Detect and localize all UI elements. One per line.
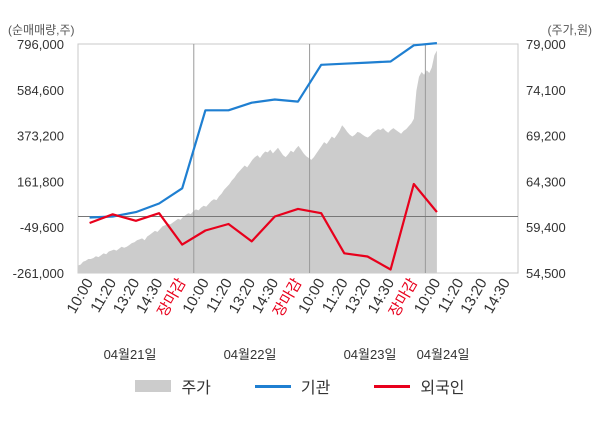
right-tick-label: 54,500 xyxy=(526,266,566,281)
legend-item-institution: 기관 xyxy=(254,374,331,398)
legend-swatch-foreign xyxy=(374,384,411,388)
left-tick-label: -261,000 xyxy=(13,266,64,281)
legend-label-price: 주가 xyxy=(181,380,211,397)
right-tick-label: 79,000 xyxy=(526,37,566,52)
date-label: 04월21일 xyxy=(104,347,157,362)
right-tick-label: 69,200 xyxy=(526,129,566,144)
right-tick-label: 74,100 xyxy=(526,83,566,98)
right-tick-label: 64,300 xyxy=(526,174,566,189)
legend-label-institution: 기관 xyxy=(300,380,331,397)
legend-swatch-institution xyxy=(254,384,291,388)
left-tick-label: 796,000 xyxy=(17,37,64,52)
left-tick-label: 161,800 xyxy=(17,174,64,189)
legend-item-foreign: 외국인 xyxy=(374,374,465,398)
date-label: 04월23일 xyxy=(344,347,397,362)
legend-swatch-price xyxy=(135,380,172,392)
left-tick-label: 373,200 xyxy=(17,129,64,144)
legend: 주가 기관 외국인 xyxy=(0,374,600,398)
left-axis-unit: (순매매량,주) xyxy=(8,23,75,37)
legend-label-foreign: 외국인 xyxy=(420,380,465,397)
foreign-line xyxy=(89,182,438,271)
right-tick-label: 59,400 xyxy=(526,220,566,235)
left-tick-label: 584,600 xyxy=(17,83,64,98)
left-tick-label: -49,600 xyxy=(20,220,64,235)
price-area xyxy=(78,50,437,273)
legend-item-price: 주가 xyxy=(135,374,211,398)
right-axis-unit: (주가,원) xyxy=(548,23,592,37)
institution-line xyxy=(89,42,438,219)
date-label: 04월24일 xyxy=(417,347,470,362)
date-label: 04월22일 xyxy=(224,347,277,362)
chart-svg: (순매매량,주) (주가,원) 796,000 584,600 373,200 161,8… xyxy=(8,23,592,362)
